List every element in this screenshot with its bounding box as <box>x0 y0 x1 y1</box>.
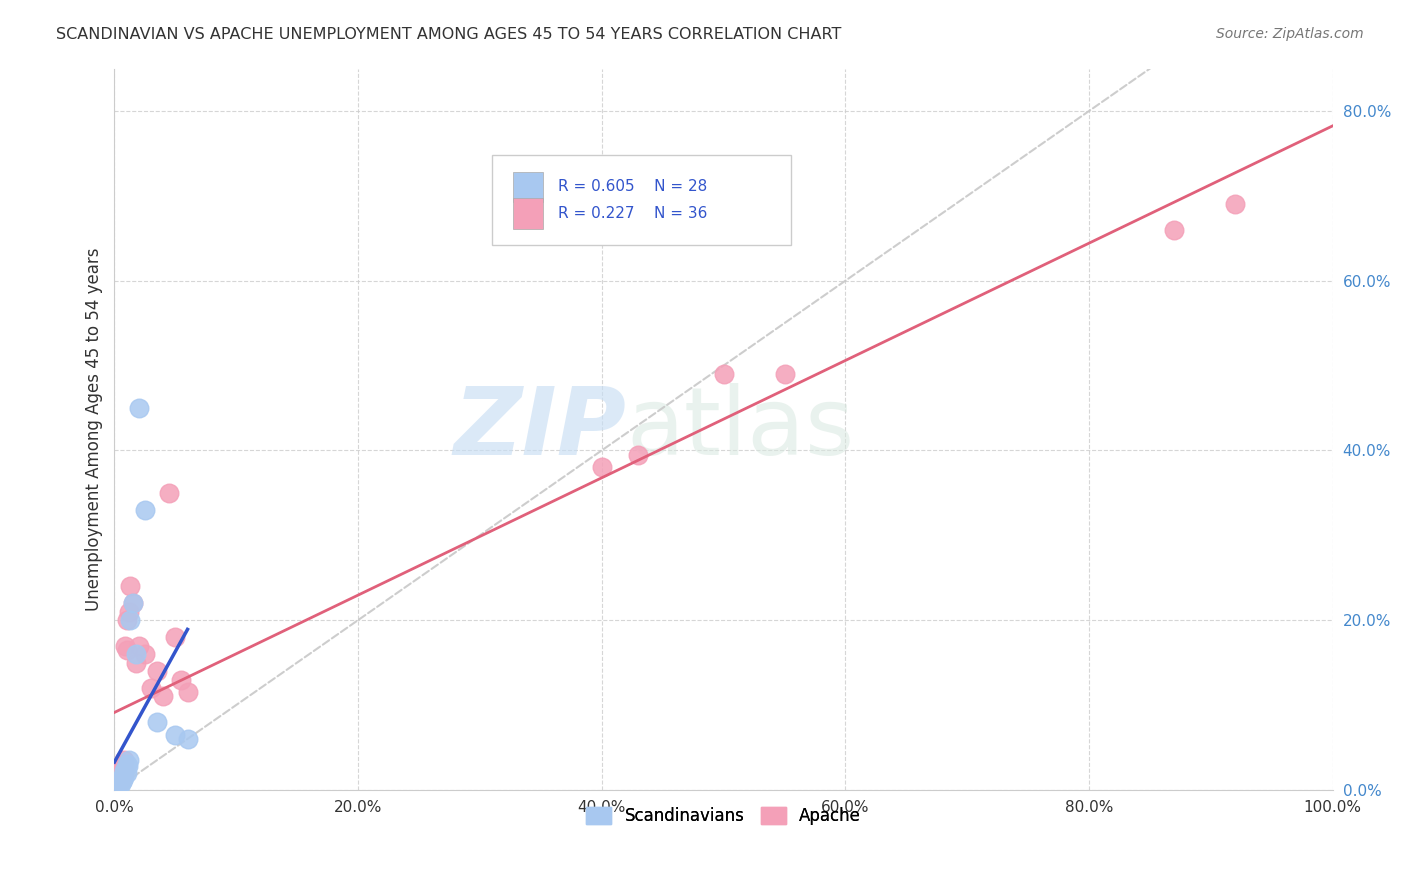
Point <box>111 757 134 772</box>
Point <box>105 779 128 793</box>
Point <box>591 460 613 475</box>
Point <box>125 647 148 661</box>
Point <box>139 681 162 695</box>
Point <box>110 772 132 787</box>
Point <box>112 770 135 784</box>
Point <box>121 596 143 610</box>
Point <box>152 690 174 704</box>
FancyBboxPatch shape <box>513 171 543 202</box>
Point <box>128 401 150 415</box>
Point <box>107 770 129 784</box>
Y-axis label: Unemployment Among Ages 45 to 54 years: Unemployment Among Ages 45 to 54 years <box>86 247 103 611</box>
Point <box>112 764 135 779</box>
Point <box>120 613 142 627</box>
Point <box>105 778 128 792</box>
Point <box>1163 223 1185 237</box>
Point <box>111 767 134 781</box>
Point <box>1225 197 1247 211</box>
Point <box>111 772 134 787</box>
FancyBboxPatch shape <box>492 155 790 245</box>
Point <box>115 642 138 657</box>
Point <box>111 762 134 776</box>
Point <box>115 757 138 772</box>
Point <box>157 485 180 500</box>
Point <box>627 448 650 462</box>
Point <box>110 774 132 789</box>
Point <box>114 639 136 653</box>
Point <box>110 777 132 791</box>
Text: SCANDINAVIAN VS APACHE UNEMPLOYMENT AMONG AGES 45 TO 54 YEARS CORRELATION CHART: SCANDINAVIAN VS APACHE UNEMPLOYMENT AMON… <box>56 27 842 42</box>
Point <box>105 774 128 789</box>
Point <box>108 767 131 781</box>
Point <box>111 770 134 784</box>
Point <box>118 753 141 767</box>
Point <box>107 776 129 790</box>
Point <box>176 731 198 746</box>
Point <box>108 778 131 792</box>
Point <box>134 503 156 517</box>
Legend: Scandinavians, Apache: Scandinavians, Apache <box>579 800 868 832</box>
Point <box>128 639 150 653</box>
Point <box>176 685 198 699</box>
Point <box>112 753 135 767</box>
Point <box>125 656 148 670</box>
Point <box>111 767 134 781</box>
Point <box>713 367 735 381</box>
Point <box>134 647 156 661</box>
Text: R = 0.227    N = 36: R = 0.227 N = 36 <box>558 206 707 221</box>
Point <box>170 673 193 687</box>
Point <box>146 664 169 678</box>
Point <box>115 765 138 780</box>
Point <box>111 771 134 785</box>
Point <box>108 772 131 787</box>
Point <box>114 762 136 776</box>
Point <box>118 605 141 619</box>
FancyBboxPatch shape <box>513 198 543 228</box>
Point <box>107 776 129 790</box>
Text: ZIP: ZIP <box>453 384 626 475</box>
Text: atlas: atlas <box>626 384 855 475</box>
Point <box>146 714 169 729</box>
Point <box>773 367 796 381</box>
Point <box>110 774 132 789</box>
Point <box>120 579 142 593</box>
Point <box>107 779 129 793</box>
Point <box>111 774 134 789</box>
Point <box>110 765 132 780</box>
Point <box>112 764 135 779</box>
Point <box>105 780 128 794</box>
Text: Source: ZipAtlas.com: Source: ZipAtlas.com <box>1216 27 1364 41</box>
Point <box>117 759 139 773</box>
Point <box>165 630 187 644</box>
Point <box>115 613 138 627</box>
Point <box>121 596 143 610</box>
Point <box>165 728 187 742</box>
Text: R = 0.605    N = 28: R = 0.605 N = 28 <box>558 179 707 194</box>
Point <box>108 774 131 789</box>
